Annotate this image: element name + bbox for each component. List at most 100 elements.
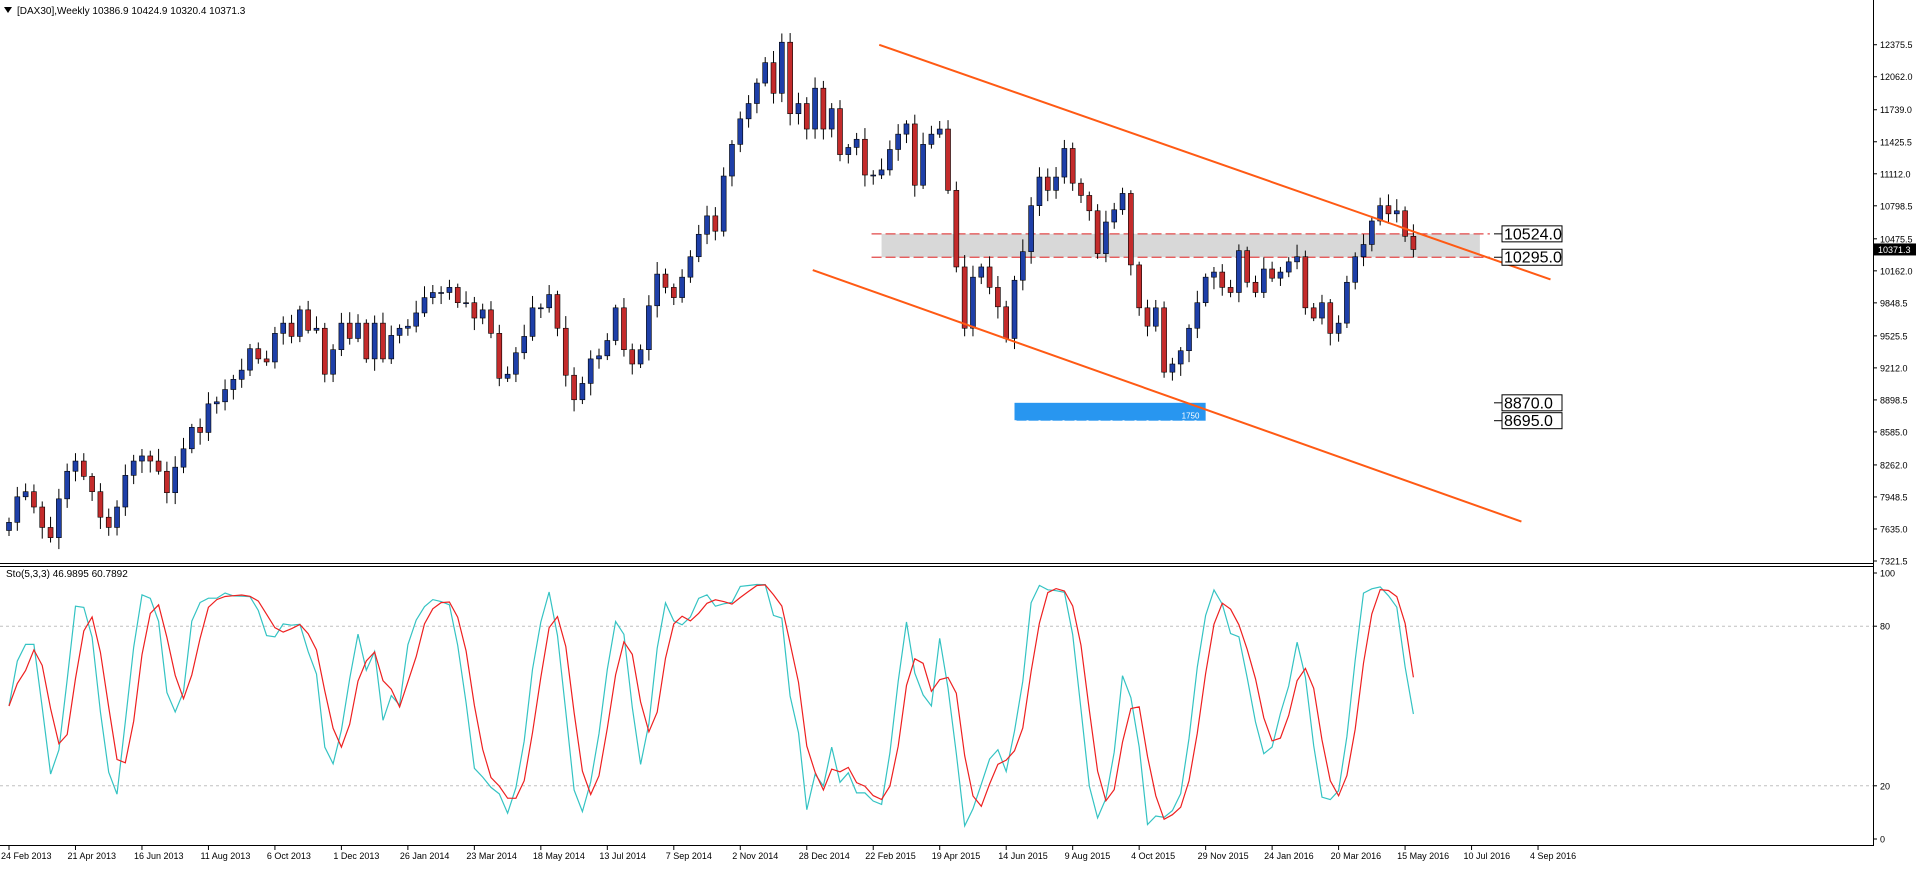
candle-body <box>812 87 818 130</box>
candle <box>1086 191 1093 221</box>
stochastic-indicator <box>0 583 1873 829</box>
candle-body <box>745 103 752 120</box>
current-price-label: 10371.3 <box>1878 245 1911 255</box>
candle <box>1152 299 1159 332</box>
candle-body <box>754 82 760 104</box>
candle <box>197 418 203 445</box>
time-tick-label: 26 Jan 2014 <box>400 851 450 861</box>
candle-body <box>1169 363 1176 373</box>
candle-body <box>1069 148 1076 184</box>
candle <box>380 312 386 363</box>
candle-body <box>1294 256 1300 263</box>
candle-body <box>56 498 62 538</box>
lower-trend-line[interactable] <box>812 269 1522 523</box>
time-tick-label: 4 Oct 2015 <box>1131 851 1175 861</box>
candle <box>105 508 112 536</box>
candle-body <box>313 327 320 331</box>
candle-body <box>371 322 378 360</box>
price-tick-label: 12062.0 <box>1880 72 1913 82</box>
candle <box>247 343 253 377</box>
candle <box>970 265 976 337</box>
candle-body <box>97 491 104 518</box>
candle-body <box>970 276 976 329</box>
trend-lines[interactable] <box>812 43 1551 523</box>
candle-body <box>180 448 187 468</box>
candle-body <box>488 309 494 334</box>
candle <box>355 314 361 343</box>
candle <box>529 295 536 341</box>
candle <box>180 437 187 474</box>
candle <box>587 350 594 396</box>
candle <box>6 517 12 537</box>
candle-body <box>31 491 37 508</box>
time-tick-label: 24 Jan 2016 <box>1264 851 1314 861</box>
candle-body <box>1244 250 1250 283</box>
candle <box>704 205 710 245</box>
candle <box>1194 290 1201 339</box>
candle <box>172 456 178 505</box>
candle <box>230 374 237 400</box>
candle-body <box>122 475 129 508</box>
candle-body <box>305 309 311 331</box>
price-tick-label: 9848.5 <box>1880 298 1908 308</box>
time-axis: 24 Feb 2013 21 Apr 2013 16 Jun 2013 11 Aug … <box>1 846 1576 861</box>
candle-body <box>1036 176 1043 206</box>
candle <box>571 367 577 412</box>
candle <box>438 286 444 305</box>
candle <box>1111 202 1118 229</box>
candle <box>405 319 411 336</box>
candle-body <box>529 307 536 337</box>
candle <box>903 120 910 144</box>
candle-body <box>538 307 544 310</box>
candle-body <box>878 169 885 176</box>
candle <box>612 304 619 346</box>
candle-body <box>388 335 395 360</box>
candle-body <box>114 506 120 528</box>
candle-body <box>978 266 985 278</box>
candle-body <box>197 427 203 433</box>
candle-body <box>22 491 29 498</box>
candle-body <box>64 470 70 500</box>
candle-body <box>546 294 552 309</box>
candle <box>546 285 552 313</box>
candle-body <box>787 41 793 115</box>
candle-body <box>1202 276 1209 304</box>
candle <box>1385 194 1392 224</box>
time-tick-label: 18 May 2014 <box>533 851 585 861</box>
candle <box>803 97 810 140</box>
candle <box>1169 357 1176 381</box>
candle <box>396 324 403 344</box>
candle-body <box>230 379 237 390</box>
candle-body <box>1128 193 1134 266</box>
candle <box>272 326 278 369</box>
candle <box>1053 167 1059 199</box>
candle-body <box>80 460 87 477</box>
candle-body <box>446 287 453 293</box>
triangle-down-icon[interactable] <box>4 7 12 13</box>
candle <box>1269 261 1275 282</box>
stochastic-signal-line <box>8 584 1414 821</box>
candle <box>1244 246 1250 288</box>
candle-body <box>164 470 170 494</box>
candle <box>1094 204 1101 259</box>
candle-body <box>1011 279 1018 339</box>
time-tick-label: 7 Sep 2014 <box>666 851 712 861</box>
time-tick-label: 22 Feb 2015 <box>865 851 916 861</box>
time-tick-label: 20 Mar 2016 <box>1331 851 1382 861</box>
candle <box>479 303 486 325</box>
candle <box>205 392 212 441</box>
candle-body <box>887 149 893 171</box>
candle-body <box>1186 327 1192 352</box>
candle <box>513 347 519 383</box>
time-tick-label: 29 Nov 2015 <box>1198 851 1249 861</box>
candle <box>1335 315 1342 342</box>
candle <box>1161 301 1167 378</box>
candle-body <box>47 527 54 538</box>
candle-body <box>1319 302 1325 319</box>
time-tick-label: 4 Sep 2016 <box>1530 851 1576 861</box>
candle <box>862 128 868 187</box>
upper-trend-line[interactable] <box>878 43 1551 281</box>
candle <box>928 125 935 149</box>
